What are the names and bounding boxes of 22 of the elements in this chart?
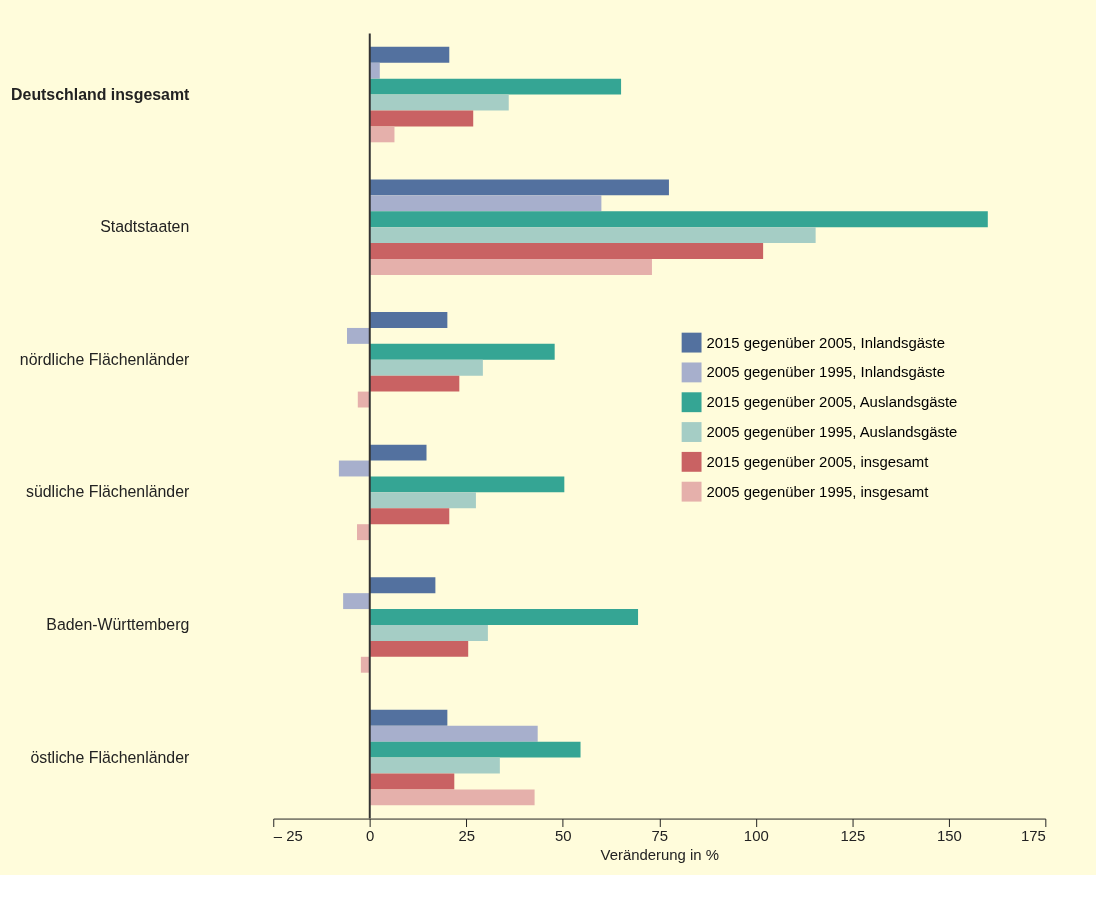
x-tick-label: 175 [1020,827,1046,844]
y-tick-label: südliche Flächenländer [26,483,190,501]
x-tick-label: 100 [743,827,769,844]
x-tick-label: 25 [458,827,476,844]
legend-label: 2015 gegenüber 2005, Auslandsgäste [706,394,958,411]
x-axis-title: Veränderung in % [600,846,719,863]
x-tick-label: 0 [366,827,375,844]
legend-label: 2005 gegenüber 1995, Auslandsgäste [706,424,958,440]
y-tick-label: Deutschland insgesamt [11,85,190,103]
x-tick-label: 125 [840,827,866,844]
x-tick-label: – 25 [273,827,303,844]
y-tick-label: nördliche Flächenländer [19,350,190,368]
legend-label: 2015 gegenüber 2005, Inlandsgäste [706,334,945,351]
x-tick-label: 75 [651,827,669,844]
y-tick-label: Stadtstaaten [100,218,190,236]
x-tick-label: 50 [554,827,572,844]
y-tick-label: östliche Flächenländer [30,748,190,766]
legend-label: 2005 gegenüber 1995, insgesamt [706,483,930,500]
y-tick-label: Baden-Württemberg [46,615,190,633]
x-tick-label: 150 [936,827,962,844]
legend-label: 2015 gegenüber 2005, insgesamt [706,453,930,470]
legend-label: 2005 gegenüber 1995, Inlandsgäste [706,364,945,381]
